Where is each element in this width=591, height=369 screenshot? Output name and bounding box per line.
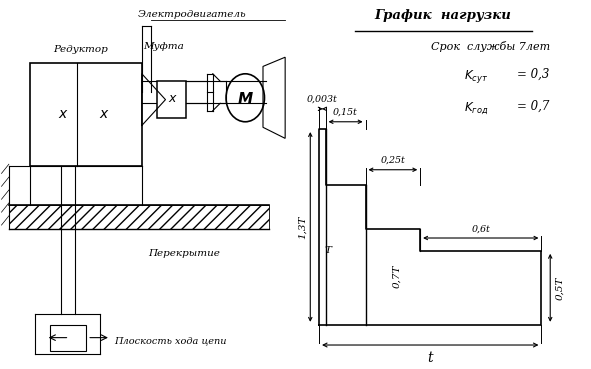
Text: x: x xyxy=(58,107,66,121)
Bar xyxy=(9,205,269,229)
Text: 0,5T: 0,5T xyxy=(556,276,564,300)
Text: $K_{\mathit{год}}$: $K_{\mathit{год}}$ xyxy=(464,100,488,115)
Text: = 0,7: = 0,7 xyxy=(517,100,550,113)
Bar xyxy=(50,325,86,351)
Text: Электродвигатель: Электродвигатель xyxy=(138,10,246,19)
Text: График  нагрузки: График нагрузки xyxy=(375,9,512,22)
Text: 0,7T: 0,7T xyxy=(393,265,402,289)
Text: x: x xyxy=(168,92,176,106)
Text: 0,15t: 0,15t xyxy=(333,108,358,117)
Text: Плоскость хода цепи: Плоскость хода цепи xyxy=(113,336,226,345)
Text: x: x xyxy=(99,107,108,121)
Text: 0,25t: 0,25t xyxy=(381,156,405,165)
Bar xyxy=(157,81,186,118)
Text: Перекрытие: Перекрытие xyxy=(148,249,220,258)
Text: M: M xyxy=(238,92,253,107)
Text: Срок  службы 7лет: Срок службы 7лет xyxy=(430,41,550,52)
Text: 0,003t: 0,003t xyxy=(307,94,338,103)
Text: = 0,3: = 0,3 xyxy=(517,68,550,81)
Bar xyxy=(30,63,142,166)
Text: $K_{\mathit{сут}}$: $K_{\mathit{сут}}$ xyxy=(464,68,488,85)
Text: 0,6t: 0,6t xyxy=(472,224,490,233)
Text: 1,3T: 1,3T xyxy=(298,215,307,239)
Text: T: T xyxy=(324,246,332,255)
Text: Муфта: Муфта xyxy=(144,42,184,51)
Text: Редуктор: Редуктор xyxy=(53,45,108,54)
Text: t: t xyxy=(427,351,433,365)
